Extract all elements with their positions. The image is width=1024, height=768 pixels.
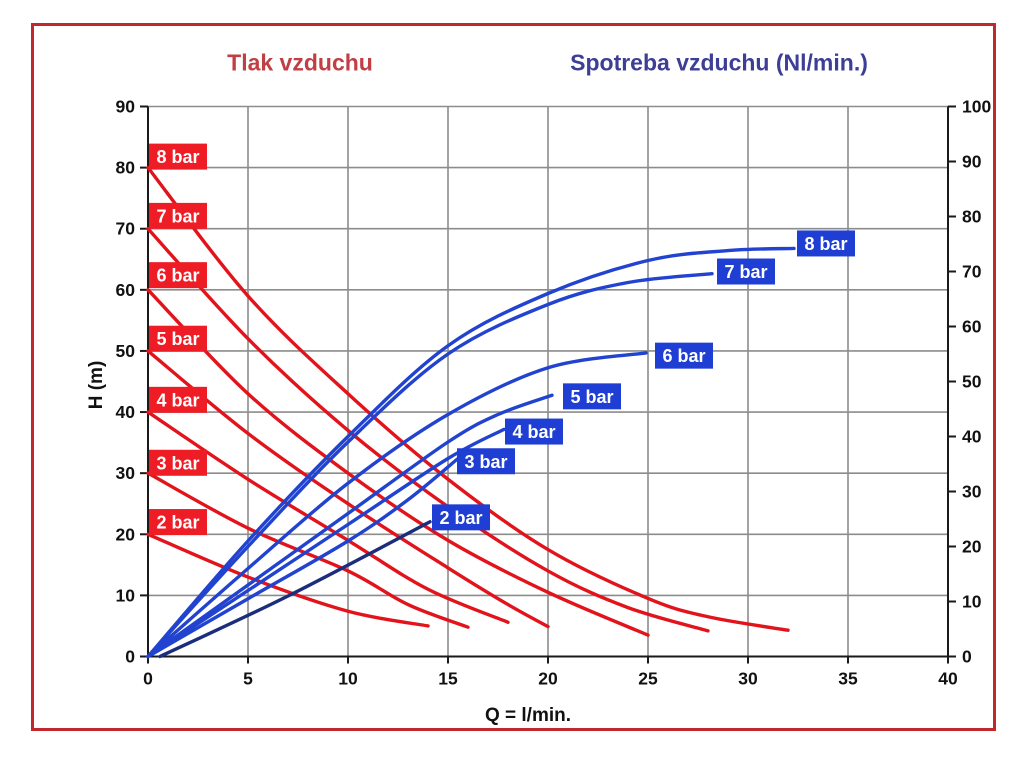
y-left-tick-label: 50 <box>116 341 136 361</box>
x-tick-label: 25 <box>638 669 658 689</box>
curve-consumption-4bar <box>146 427 506 659</box>
series-label-box-pressure-7bar <box>149 202 207 229</box>
curve-consumption-8bar <box>146 246 796 659</box>
x-tick-label: 40 <box>938 669 958 689</box>
y-right-tick-label: 100 <box>962 97 991 117</box>
series-label-box-consumption-3bar <box>457 448 515 475</box>
curve-consumption-2bar <box>158 520 432 659</box>
series-label-box-pressure-2bar <box>149 509 207 536</box>
series-label-pressure-4bar: 4 bar <box>156 390 199 410</box>
y-left-tick-label: 60 <box>116 280 136 300</box>
y-right-tick-label: 10 <box>962 592 982 612</box>
series-label-pressure-3bar: 3 bar <box>156 453 199 473</box>
y-right-tick-label: 20 <box>962 537 982 557</box>
y-left-tick-label: 10 <box>116 585 136 605</box>
y-right-tick-label: 30 <box>962 482 982 502</box>
series-label-box-consumption-5bar <box>563 383 621 410</box>
curve-consumption-7bar <box>146 272 714 659</box>
series-label-consumption-7bar: 7 bar <box>724 262 767 282</box>
series-label-pressure-5bar: 5 bar <box>156 329 199 349</box>
series-label-box-consumption-8bar <box>797 230 855 257</box>
series-label-consumption-4bar: 4 bar <box>512 422 555 442</box>
y-right-tick-label: 90 <box>962 152 982 172</box>
y-left-tick-label: 40 <box>116 402 136 422</box>
series-label-pressure-6bar: 6 bar <box>156 266 199 286</box>
y-right-tick-label: 50 <box>962 372 982 392</box>
pressure-series-title: Tlak vzduchu <box>227 49 373 76</box>
curve-pressure-5bar <box>146 349 550 629</box>
y-right-tick-label: 40 <box>962 427 982 447</box>
consumption-series-title: Spotreba vzduchu (Nl/min.) <box>570 49 868 76</box>
series-label-consumption-6bar: 6 bar <box>662 346 705 366</box>
series-label-box-pressure-8bar <box>149 143 207 170</box>
x-tick-label: 0 <box>143 669 153 689</box>
x-tick-label: 5 <box>243 669 253 689</box>
series-label-consumption-3bar: 3 bar <box>464 452 507 472</box>
series-label-consumption-2bar: 2 bar <box>439 508 482 528</box>
x-tick-label: 15 <box>438 669 458 689</box>
series-label-box-pressure-6bar <box>149 262 207 289</box>
series-label-pressure-2bar: 2 bar <box>156 513 199 533</box>
series-label-consumption-5bar: 5 bar <box>570 387 613 407</box>
series-label-box-consumption-6bar <box>655 342 713 369</box>
series-label-pressure-7bar: 7 bar <box>156 206 199 226</box>
series-label-box-consumption-4bar <box>505 418 563 445</box>
y-left-tick-label: 80 <box>116 158 136 178</box>
y-right-tick-label: 60 <box>962 317 982 337</box>
x-axis-label: Q = l/min. <box>484 705 572 726</box>
y-right-tick-label: 70 <box>962 262 982 282</box>
series-label-box-consumption-2bar <box>432 504 490 531</box>
curve-consumption-5bar <box>146 393 554 659</box>
x-tick-label: 10 <box>338 669 358 689</box>
y-right-tick-label: 80 <box>962 207 982 227</box>
chart-frame <box>31 23 996 731</box>
series-label-box-pressure-4bar <box>149 386 207 413</box>
y-left-tick-label: 90 <box>116 97 136 117</box>
x-tick-label: 30 <box>738 669 758 689</box>
curve-pressure-8bar <box>146 165 790 632</box>
series-label-consumption-8bar: 8 bar <box>804 234 847 254</box>
y-left-tick-label: 30 <box>116 463 136 483</box>
curve-consumption-6bar <box>146 351 648 659</box>
series-label-box-pressure-5bar <box>149 325 207 352</box>
series-label-box-consumption-7bar <box>717 258 775 285</box>
y-left-tick-label: 0 <box>125 647 135 667</box>
series-label-pressure-8bar: 8 bar <box>156 147 199 167</box>
y-left-tick-label: 20 <box>116 524 136 544</box>
y-left-tick-label: 70 <box>116 219 136 239</box>
curve-pressure-7bar <box>146 227 710 633</box>
curve-consumption-3bar <box>146 456 460 659</box>
x-tick-label: 35 <box>838 669 858 689</box>
series-label-box-pressure-3bar <box>149 449 207 476</box>
y-right-tick-label: 0 <box>962 647 972 667</box>
x-tick-label: 20 <box>538 669 558 689</box>
